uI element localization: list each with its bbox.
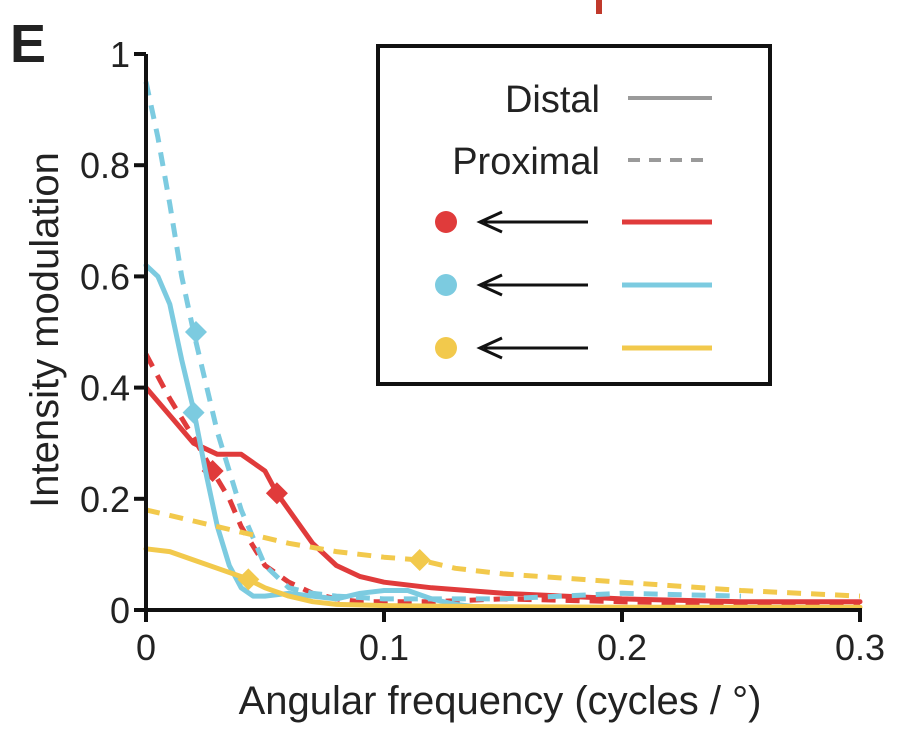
legend-proximal-label: Proximal [452,141,600,183]
y-tick-label-4: 0.8 [80,145,130,186]
legend-dot-1 [435,274,457,296]
series-line-2 [143,262,482,610]
panel-label: E [10,14,46,74]
series-marker-3-0 [184,321,207,343]
y-tick-label-1: 0.2 [80,479,130,520]
legend: Distal Proximal [376,44,772,386]
series-line-0 [143,385,863,605]
legend-dot-0 [435,211,457,233]
legend-dot-2 [435,337,457,359]
series-marker-5-0 [408,548,431,571]
legend-arrow-head-1 [476,273,503,297]
y-tick-label-2: 0.4 [80,368,130,409]
y-tick-label-3: 0.6 [80,256,130,297]
legend-distal-label: Distal [505,79,600,121]
series-line-3 [143,81,742,602]
x-axis-label: Angular frequency (cycles / °) [239,679,762,723]
x-tick-label-0: 0 [136,627,156,668]
y-tick-label-5: 1 [110,34,130,75]
series-marker-4-0 [237,568,260,591]
series-marker-2-0 [182,401,205,424]
series-layer [143,81,863,610]
x-tick-label-2: 0.2 [597,627,647,668]
legend-arrow-head-2 [476,336,503,360]
x-tick-label-3: 0.3 [835,627,885,668]
series-line-4 [143,546,863,610]
adjacent-panel-mark [596,0,602,14]
axes-layer: 0 0.2 0.4 0.6 0.8 1 0 0.1 0.2 0.3 [80,34,885,668]
series-marker-0-0 [265,482,288,505]
y-axis-label: Intensity modulation [23,152,67,508]
x-tick-label-1: 0.1 [359,627,409,668]
y-tick-label-0: 0 [110,590,130,631]
legend-arrow-head-0 [476,210,503,234]
series-line-1 [143,353,860,607]
legend-rows [435,210,712,360]
